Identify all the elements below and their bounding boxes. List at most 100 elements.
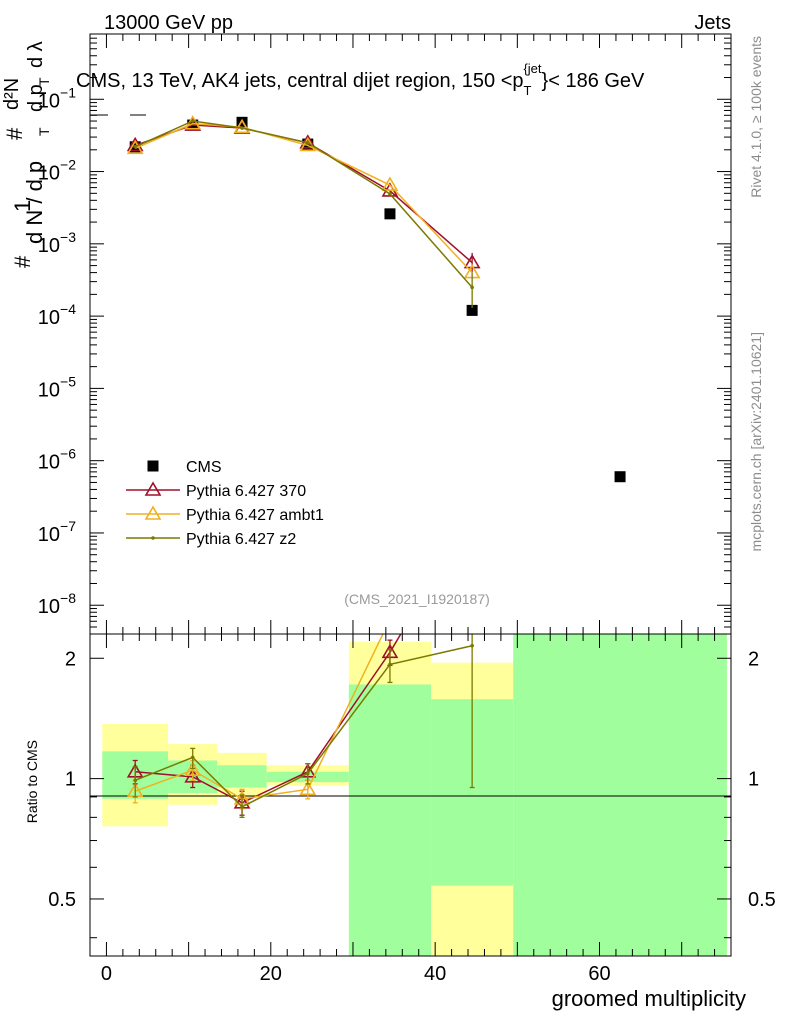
ytick-base: 10 — [38, 235, 60, 257]
title-suffix: }< 186 GeV — [542, 70, 646, 92]
main-data-marker — [384, 208, 396, 220]
ratio-data-marker — [184, 761, 202, 776]
x-tick-label: 40 — [424, 963, 446, 985]
ratio-y-tick-labels: 0.5 0.5 1 1 2 2 — [48, 648, 776, 911]
ratio-data-marker — [299, 780, 317, 796]
main-data-marker — [614, 471, 626, 483]
main-data-marker — [133, 145, 137, 149]
main-panel: # 1 d N / d p T # d p T d λ d²N CMS, 13 … — [1, 33, 732, 635]
main-y-axis-label: # 1 d N / d p T # d p T d λ d²N — [1, 41, 52, 268]
main-axis-ticks — [90, 33, 731, 635]
main-ytick-label: 10−3 — [38, 229, 76, 257]
ylabel-denominator: d N / d p — [22, 161, 47, 244]
main-data-marker — [126, 139, 144, 155]
ratio-data-marker — [305, 771, 310, 776]
main-data-marker — [466, 304, 478, 316]
main-data-marker — [381, 176, 399, 191]
legend-marker — [151, 536, 155, 540]
analysis-id-watermark: (CMS_2021_I1920187) — [344, 591, 490, 607]
ytick-exponent: −1 — [60, 84, 76, 100]
legend-label: Pythia 6.427 ambt1 — [186, 507, 324, 524]
x-tick-label: 60 — [588, 963, 610, 985]
ytick-base: 10 — [38, 379, 60, 401]
ratio-uncertainty-bands — [102, 634, 727, 956]
legend-marker — [147, 460, 159, 472]
main-ytick-label: 10−2 — [38, 157, 76, 185]
ytick-base: 10 — [38, 90, 60, 112]
ratio-axis-ticks — [90, 634, 731, 956]
ytick-exponent: −4 — [60, 301, 76, 317]
main-series-line — [134, 120, 473, 288]
ytick-base: 10 — [38, 307, 60, 329]
main-data-marker — [463, 254, 481, 269]
legend-label: CMS — [186, 459, 222, 476]
ratio-band-green — [348, 684, 432, 956]
ratio-ytick-label-left: 1 — [65, 769, 76, 791]
main-ytick-label: 10−1 — [38, 84, 76, 112]
ytick-exponent: −6 — [60, 446, 76, 462]
main-data-marker — [305, 140, 310, 145]
ytick-exponent: −7 — [60, 518, 76, 534]
ratio-y-axis-label: Ratio to CMS — [24, 740, 40, 823]
legend-marker — [144, 481, 162, 496]
ratio-data-marker — [383, 613, 397, 625]
ratio-series-line — [135, 634, 402, 804]
ylabel-one: 1 — [10, 200, 35, 212]
header-process: 13000 GeV pp — [104, 12, 233, 34]
title-pt-sub: T — [524, 83, 532, 98]
main-data-marker — [233, 118, 251, 134]
main-data-marker — [470, 285, 474, 290]
ratio-data-marker — [465, 507, 479, 519]
rivet-version-label: Rivet 4.1.0, ≥ 100k events — [748, 36, 764, 198]
x-tick-label: 0 — [101, 963, 112, 985]
ratio-band-green — [217, 765, 267, 788]
x-axis-label: groomed multiplicity — [552, 986, 746, 1011]
ratio-data-marker — [388, 662, 392, 667]
ratio-panel: 0.5 0.5 1 1 2 2 0 20 40 60 Ratio to CMS groomed … — [24, 507, 776, 1011]
title-prefix: CMS, 13 TeV, AK4 jets, central dijet reg… — [76, 70, 524, 92]
main-series-line — [134, 122, 473, 274]
ratio-data-marker — [190, 755, 195, 760]
ratio-data-marker — [240, 805, 244, 809]
ylabel-dpt: d p — [25, 84, 47, 112]
main-y-tick-labels: 10−810−710−610−510−410−310−210−1 — [38, 84, 76, 618]
x-tick-labels: 0 20 40 60 — [101, 963, 611, 985]
ytick-base: 10 — [38, 452, 60, 474]
ytick-exponent: −8 — [60, 590, 76, 606]
main-data-marker — [388, 192, 392, 196]
ylabel-hash-1: # — [10, 255, 35, 268]
main-ytick-label: 10−5 — [38, 373, 76, 401]
ratio-ytick-label-right: 1 — [748, 769, 759, 791]
legend-marker — [144, 505, 162, 520]
ratio-series-line — [134, 644, 473, 808]
ratio-ytick-label-left: 0.5 — [48, 889, 76, 911]
main-data-marker — [240, 126, 244, 130]
main-series — [126, 115, 626, 483]
ytick-exponent: −2 — [60, 157, 76, 173]
legend-label: Pythia 6.427 370 — [186, 483, 306, 500]
main-ytick-label: 10−4 — [38, 301, 76, 329]
ylabel-hash-2: # — [2, 127, 27, 140]
ratio-series-line — [134, 634, 384, 800]
ratio-frame — [89, 633, 732, 957]
main-ytick-label: 10−8 — [38, 590, 76, 618]
x-tick-label: 20 — [260, 963, 282, 985]
legend-label: Pythia 6.427 z2 — [186, 531, 296, 548]
ratio-band-green — [513, 634, 727, 956]
ytick-base: 10 — [38, 163, 60, 185]
ratio-ytick-label-right: 2 — [748, 648, 759, 670]
ylabel-d2n: d²N — [1, 78, 23, 110]
ytick-base: 10 — [38, 596, 60, 618]
ytick-base: 10 — [38, 524, 60, 546]
title-jet-sup: {jet — [523, 61, 541, 76]
mcplots-label: mcplots.cern.ch [arXiv:2401.10621] — [748, 332, 764, 551]
ratio-data-marker — [133, 778, 137, 783]
ratio-data-marker — [465, 564, 479, 576]
header-category: Jets — [694, 12, 731, 34]
ylabel-dlambda: d λ — [25, 41, 47, 68]
main-ytick-label: 10−6 — [38, 446, 76, 474]
main-plot-title: CMS, 13 TeV, AK4 jets, central dijet reg… — [76, 61, 645, 98]
ratio-ytick-label-right: 0.5 — [748, 889, 776, 911]
main-data-marker — [126, 136, 144, 152]
